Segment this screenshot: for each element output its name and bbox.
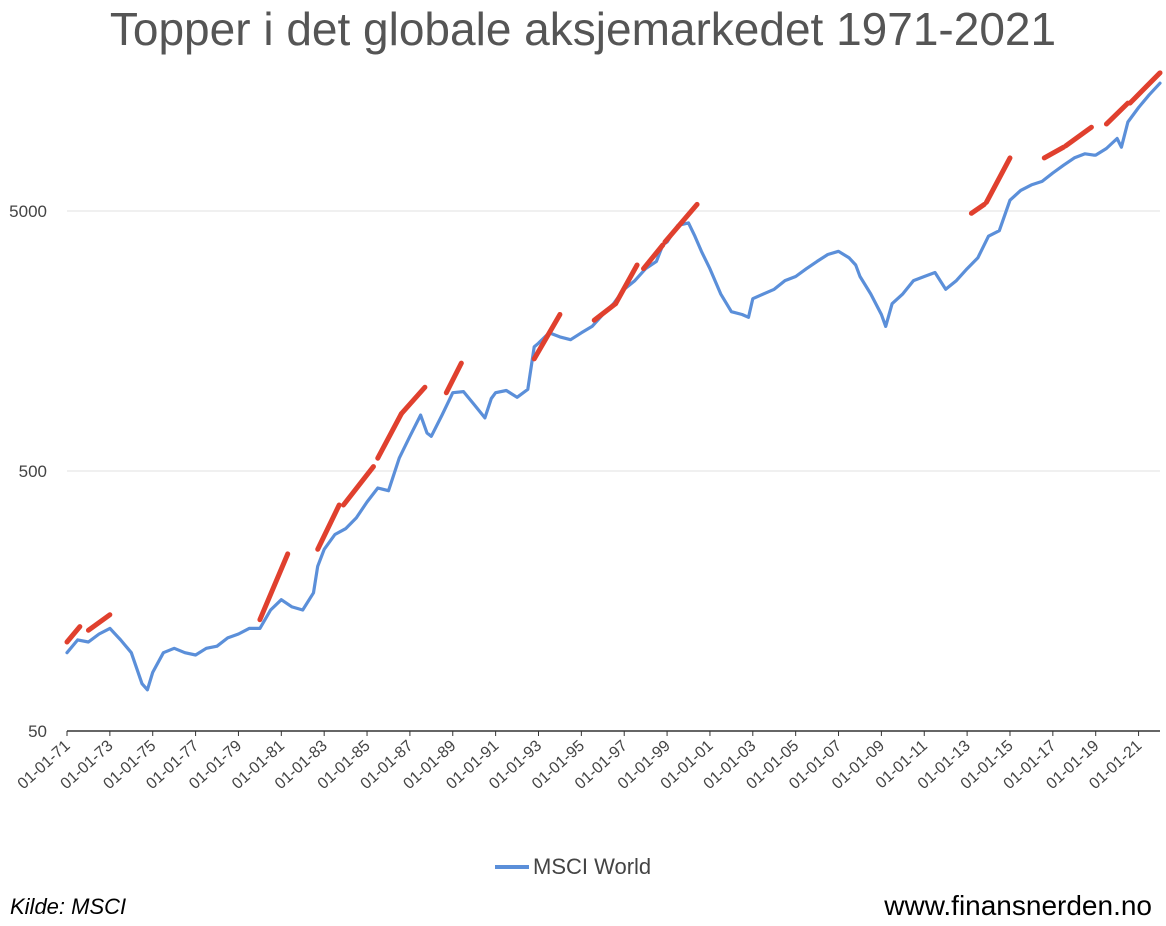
peak-trend-segment (257, 551, 291, 623)
peak-trend-segment (1041, 144, 1067, 161)
peak-trend-segment (398, 384, 428, 417)
legend-label: MSCI World (533, 854, 652, 879)
chart-title: Topper i det globale aksjemarkedet 1971-… (109, 3, 1057, 55)
peak-trend-segment (1127, 70, 1163, 106)
peak-trend-segment (315, 502, 342, 552)
peak-trend-segment (662, 201, 700, 245)
legend-swatch (495, 865, 529, 869)
peak-trend-segment (968, 201, 987, 216)
y-tick-label: 5000 (9, 202, 47, 221)
peak-trend-segment (983, 155, 1013, 205)
series-line-msci-world (65, 81, 1162, 692)
peak-trend-segment (613, 262, 640, 307)
peak-trend-segment (1103, 100, 1131, 127)
peak-trend-segment (85, 612, 113, 633)
peak-trend-segment (64, 624, 83, 645)
peak-trend-segment (340, 464, 376, 508)
y-tick-label: 50 (28, 722, 47, 741)
peak-trend-segment (591, 301, 619, 323)
peak-trend-segment (531, 311, 563, 362)
website-label: www.finansnerden.no (884, 890, 1152, 921)
source-label: Kilde: MSCI (10, 894, 127, 919)
legend: MSCI World (495, 852, 651, 882)
y-tick-label: 500 (19, 462, 47, 481)
peak-trend-segment (641, 242, 666, 272)
peak-trend-segment (1063, 124, 1094, 149)
peak-trend-segment (375, 411, 404, 461)
peak-trend-segment (443, 360, 464, 396)
